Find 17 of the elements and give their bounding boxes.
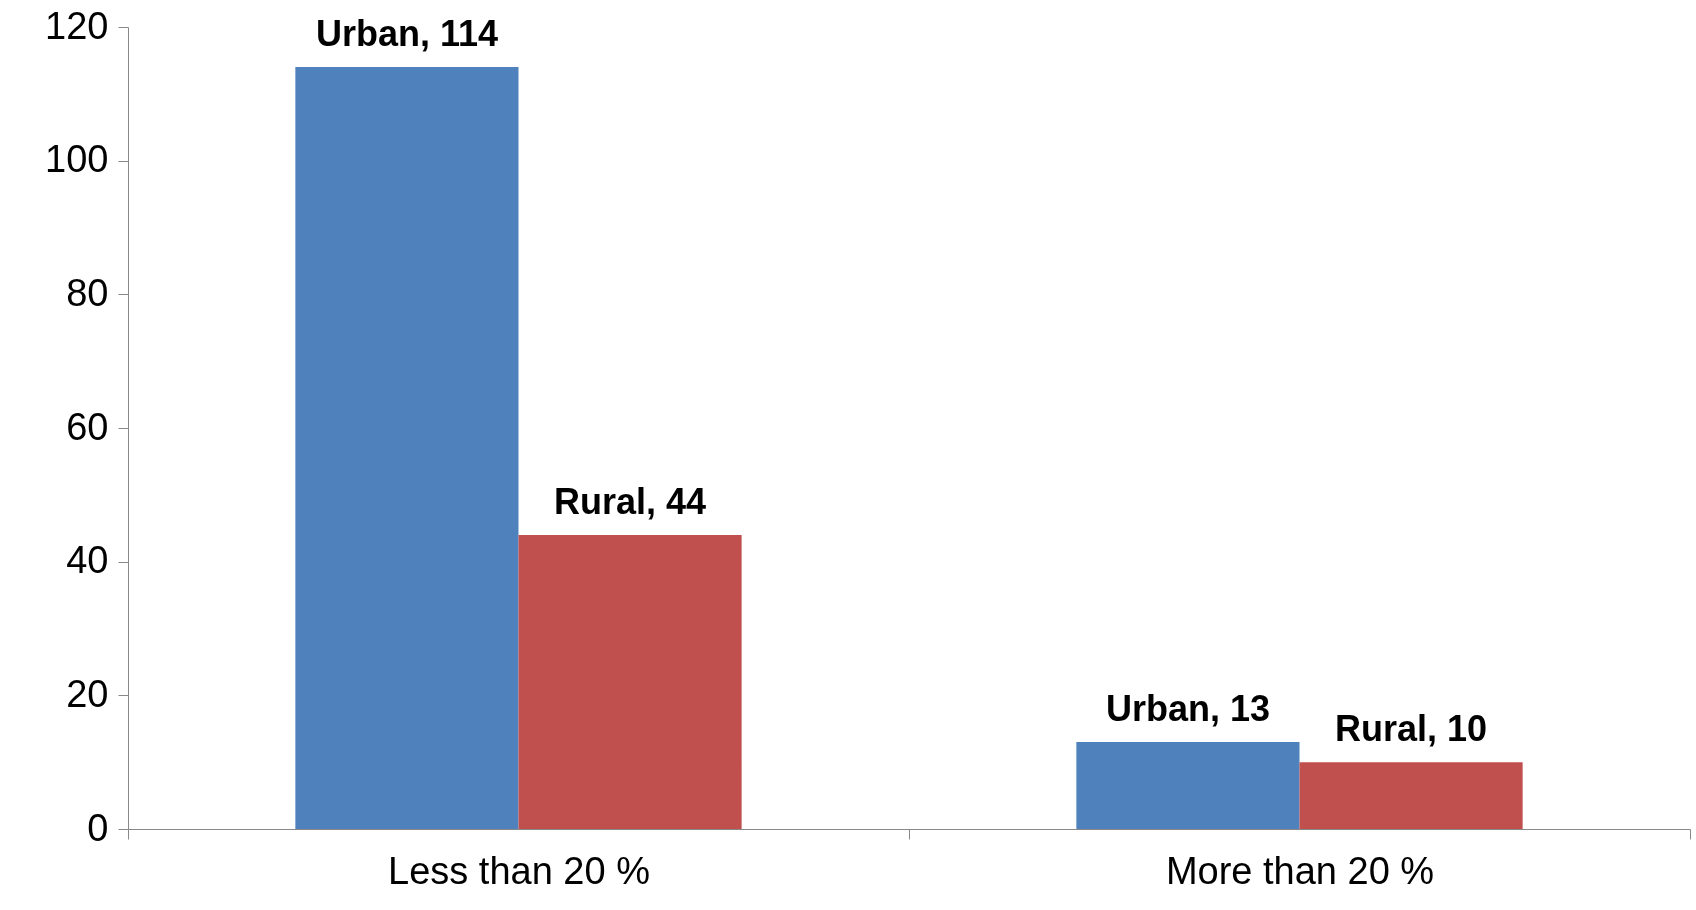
data-label: Rural, 44	[554, 480, 707, 522]
y-tick-label: 40	[66, 539, 109, 582]
x-tick-label: Less than 20 %	[388, 849, 650, 892]
y-tick-label: 120	[45, 4, 109, 47]
data-label: Urban, 114	[315, 13, 498, 55]
x-tick-label: More than 20 %	[1165, 849, 1435, 892]
y-tick-label: 0	[87, 806, 109, 849]
y-tick-label: 100	[45, 138, 109, 181]
bar	[518, 534, 742, 829]
y-tick-label: 20	[66, 672, 109, 715]
bar	[1076, 742, 1300, 829]
y-tick-label: 60	[66, 405, 109, 448]
bar	[295, 67, 519, 829]
data-label: Urban, 13	[1105, 688, 1270, 730]
bar	[1299, 762, 1523, 829]
data-label: Rural, 10	[1335, 708, 1488, 750]
y-tick-label: 80	[66, 271, 109, 314]
